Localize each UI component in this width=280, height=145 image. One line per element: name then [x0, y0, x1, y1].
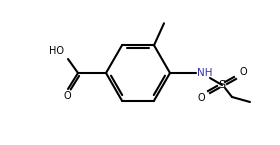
Text: S: S	[218, 80, 226, 90]
Text: O: O	[63, 91, 71, 101]
Text: NH: NH	[197, 68, 213, 78]
Text: O: O	[197, 93, 205, 103]
Text: HO: HO	[49, 46, 64, 56]
Text: O: O	[239, 67, 247, 77]
